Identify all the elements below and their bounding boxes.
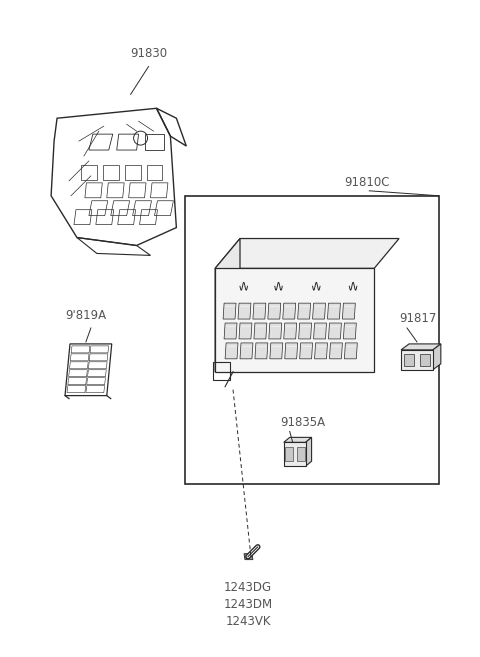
Text: 9'819A: 9'819A [65,309,107,322]
Polygon shape [244,554,253,560]
Polygon shape [314,343,327,359]
Text: 91810C: 91810C [344,176,390,189]
Polygon shape [253,303,266,319]
Polygon shape [300,343,312,359]
Bar [420,354,430,366]
Polygon shape [285,343,298,359]
Polygon shape [298,303,311,319]
Polygon shape [254,323,267,339]
Polygon shape [284,323,297,339]
Polygon shape [306,438,312,466]
Polygon shape [328,323,341,339]
Polygon shape [283,303,296,319]
Polygon shape [268,303,281,319]
Polygon shape [401,344,441,350]
Polygon shape [313,323,326,339]
Polygon shape [327,303,340,319]
Bar [297,447,305,461]
Polygon shape [225,343,238,359]
Polygon shape [342,303,355,319]
Text: 1243DG
1243DM
1243VK: 1243DG 1243DM 1243VK [223,581,273,627]
Polygon shape [284,438,312,442]
Polygon shape [270,343,283,359]
Bar [404,354,414,366]
Polygon shape [299,323,312,339]
Polygon shape [312,303,325,319]
Polygon shape [224,323,237,339]
Polygon shape [223,303,236,319]
Text: 91830: 91830 [130,47,167,60]
Polygon shape [433,344,441,370]
Polygon shape [284,442,306,466]
Polygon shape [238,303,251,319]
Polygon shape [215,268,374,372]
Text: 91835A: 91835A [280,417,325,430]
Polygon shape [255,343,268,359]
Bar [285,447,293,461]
Polygon shape [240,343,253,359]
Polygon shape [269,323,282,339]
Polygon shape [344,343,357,359]
Bar [185,196,439,484]
Polygon shape [343,323,356,339]
Polygon shape [401,350,433,370]
Polygon shape [329,343,342,359]
Polygon shape [239,323,252,339]
Polygon shape [215,238,240,372]
Text: 91817: 91817 [399,312,436,325]
Polygon shape [215,238,399,268]
